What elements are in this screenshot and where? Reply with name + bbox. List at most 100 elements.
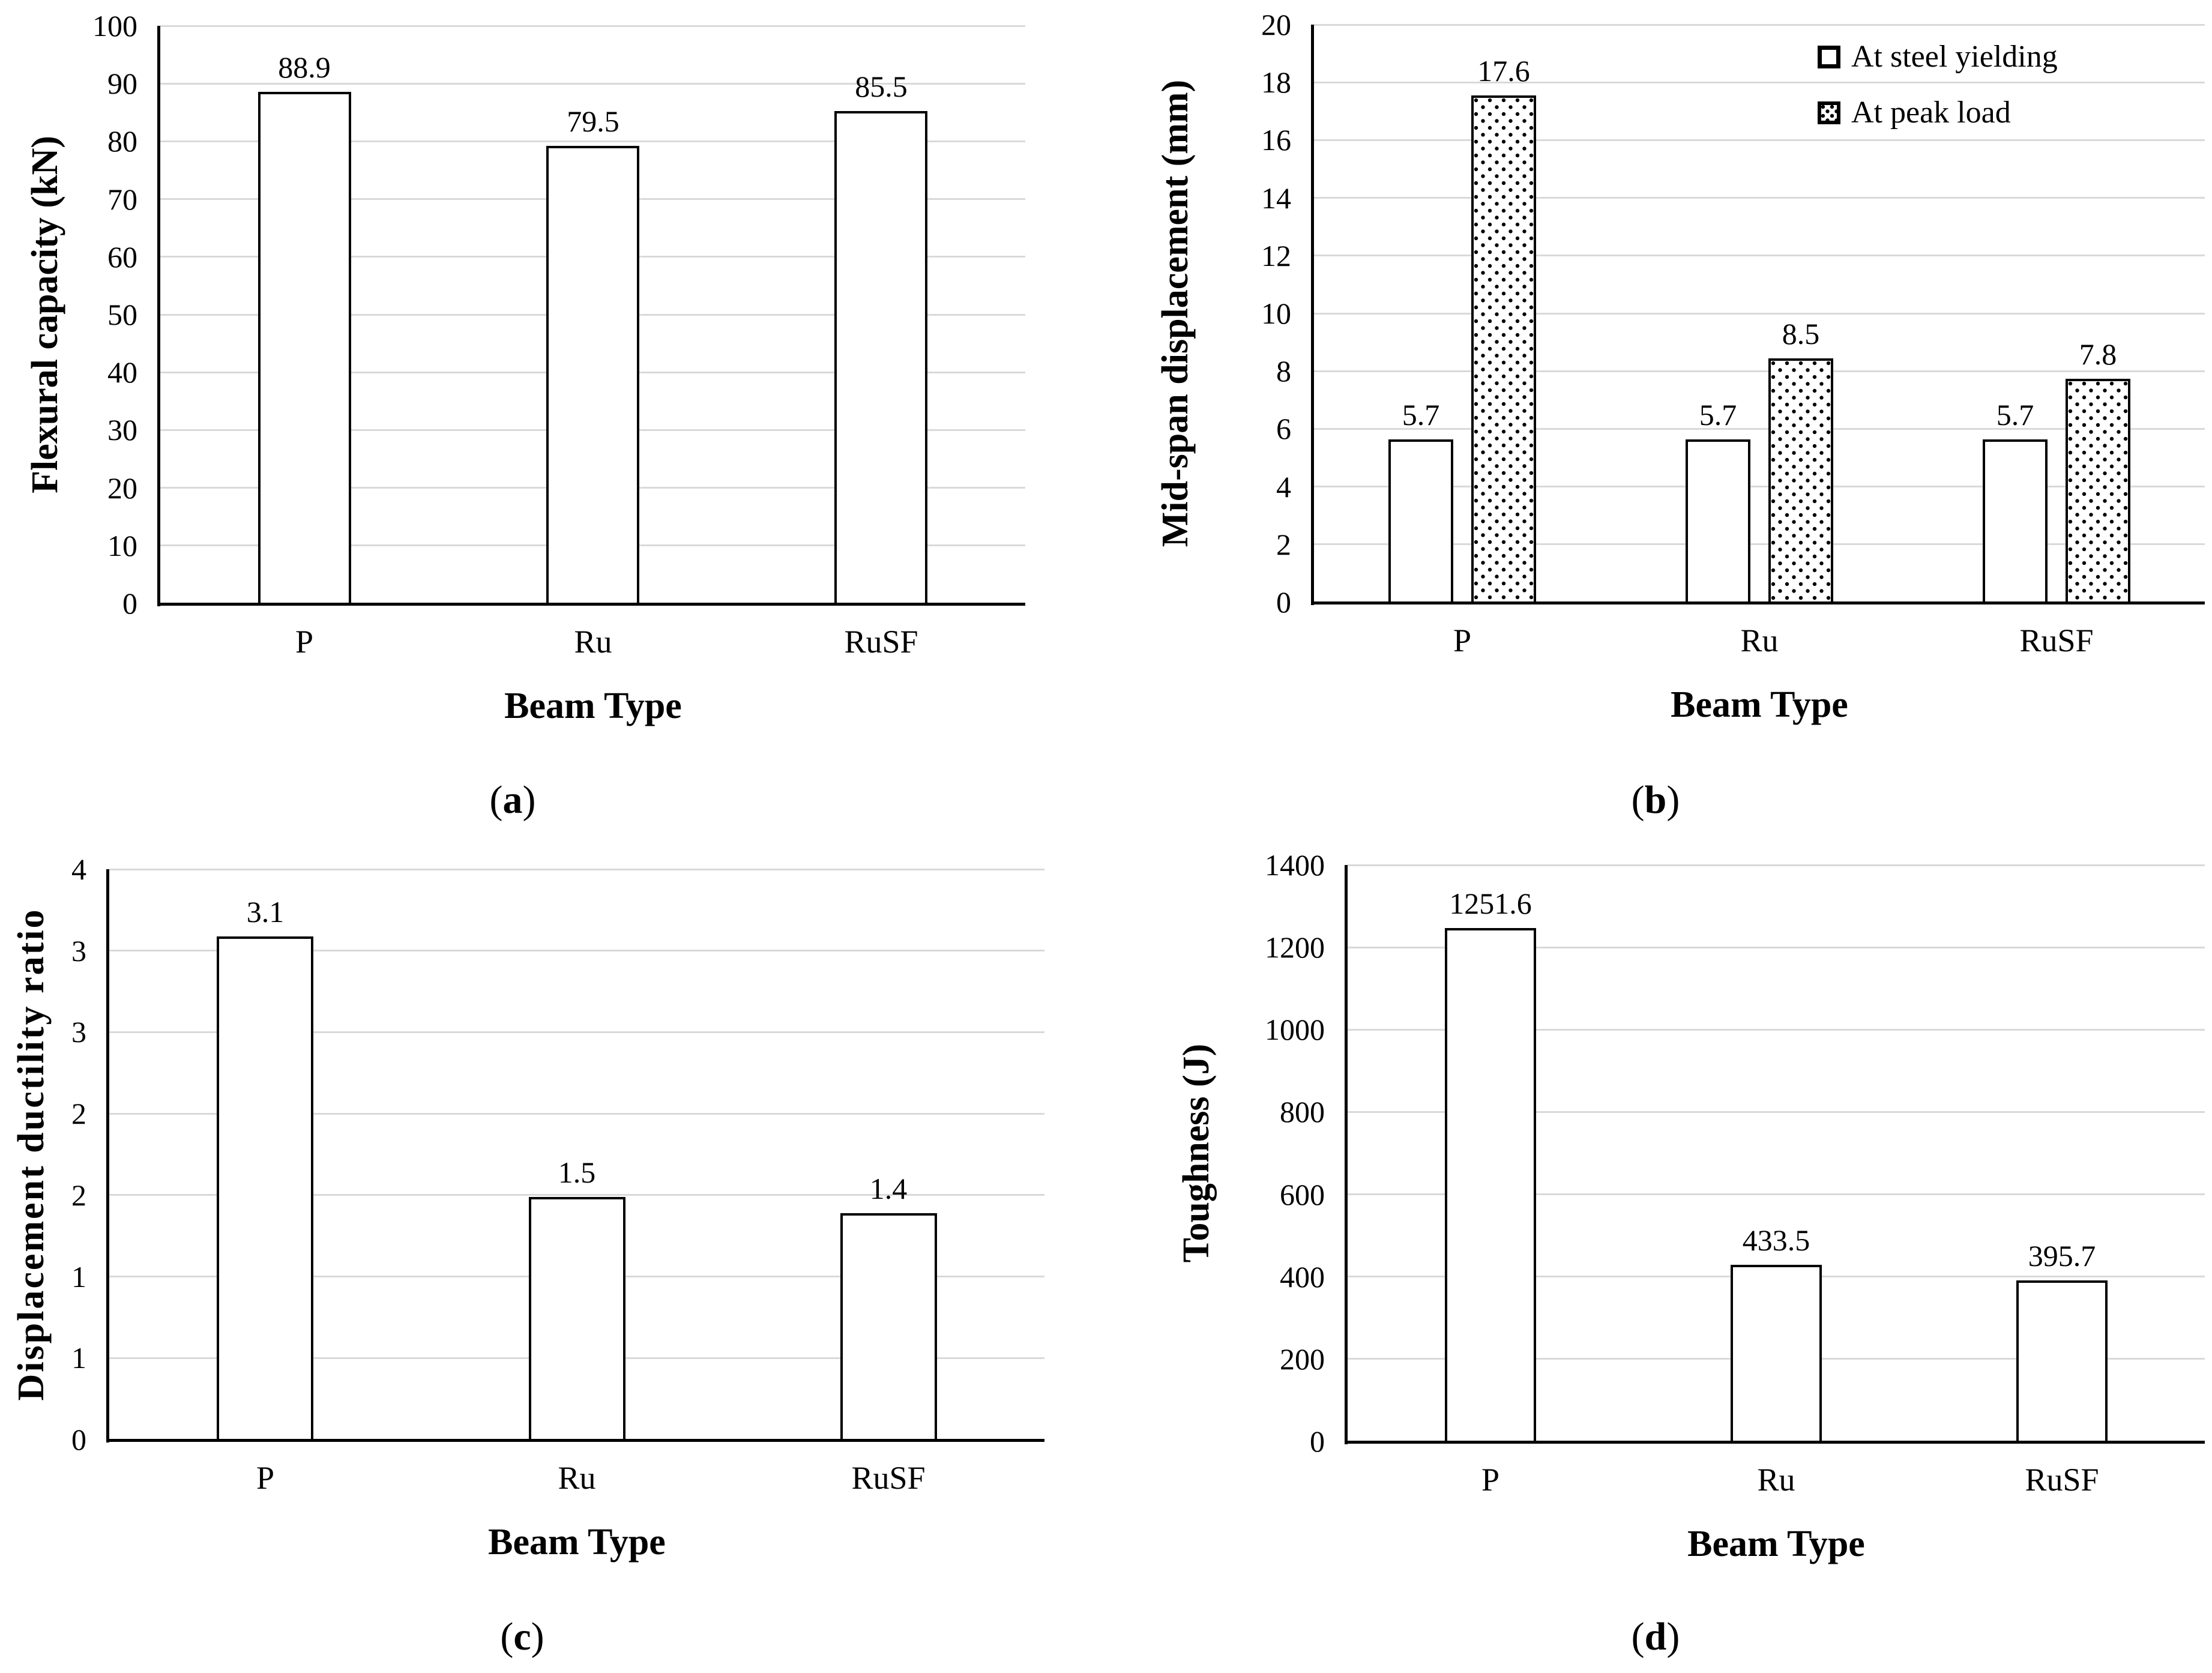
gridline <box>1348 947 2205 948</box>
y-tick-label: 60 <box>107 240 137 274</box>
caption-paren-open: ( <box>500 1615 514 1659</box>
bar-value-label: 7.8 <box>2079 337 2117 371</box>
gridline <box>1314 139 2205 141</box>
caption-paren-open: ( <box>1631 1615 1645 1659</box>
gridline <box>1314 428 2205 430</box>
y-tick-label: 14 <box>1261 181 1291 215</box>
x-axis-line <box>106 1439 1044 1442</box>
y-tick-label: 400 <box>1280 1260 1325 1294</box>
y-tick-label: 3 <box>71 934 86 968</box>
subfigure-d-toughness-chart: 0 200 400 600 800 1000 1200 1400 1251.6 P 433.5 Ru 3… <box>1106 837 2212 1673</box>
gridline <box>1314 543 2205 545</box>
x-tick-label: P <box>295 624 314 660</box>
y-tick-label: 1 <box>71 1341 86 1375</box>
bar-value-label: 1.4 <box>869 1172 908 1205</box>
subfigure-caption: (d) <box>1106 1614 2205 1660</box>
y-tick-label: 80 <box>107 124 137 158</box>
subfigure-a-flexural-capacity-chart: 0 10 20 30 40 50 60 70 80 90 100 88.9 P 79.5 Ru 85.5 RuS… <box>0 0 1106 836</box>
y-axis-title: Displacement ductility ratio <box>11 908 52 1401</box>
gridline <box>109 869 1044 870</box>
bar-value-label: 8.5 <box>1782 317 1820 351</box>
bar-value-label: 3.1 <box>246 895 285 929</box>
gridline <box>1314 313 2205 315</box>
gridline <box>1314 82 2205 83</box>
y-tick-label: 30 <box>107 413 137 447</box>
gridline <box>1314 370 2205 372</box>
y-tick-label: 20 <box>107 471 137 505</box>
bar-p <box>258 92 351 605</box>
y-tick-label: 4 <box>71 852 86 886</box>
bar-value-label: 1251.6 <box>1449 887 1532 920</box>
y-tick-label: 40 <box>107 355 137 389</box>
x-tick-label: RuSF <box>2025 1462 2099 1498</box>
bar-p-plain <box>1388 439 1453 604</box>
y-tick-label: 2 <box>1276 528 1291 561</box>
y-tick-label: 70 <box>107 182 137 216</box>
x-axis-line <box>1345 1441 2205 1444</box>
x-tick-label: Ru <box>574 624 612 660</box>
gridline <box>1314 24 2205 26</box>
x-tick-label: Ru <box>558 1460 596 1496</box>
caption-letter: c <box>513 1615 531 1659</box>
y-axis-line <box>106 869 109 1442</box>
y-tick-label: 16 <box>1261 123 1291 157</box>
y-tick-label: 10 <box>107 529 137 562</box>
subfigure-c-ductility-ratio-chart: 0 1 1 2 2 3 3 4 3.1 P 1.5 Ru 1.4 RuSF Displacement duc… <box>0 837 1106 1673</box>
y-tick-label: 1200 <box>1265 930 1325 964</box>
bar-rusf <box>834 111 927 605</box>
y-tick-label: 0 <box>71 1423 86 1456</box>
legend-swatch-plain-icon <box>1818 46 1840 68</box>
gridline <box>160 83 1025 85</box>
y-tick-label: 0 <box>1276 585 1291 619</box>
legend-swatch-dots-icon <box>1818 101 1840 124</box>
gridline <box>1348 1193 2205 1195</box>
gridline <box>109 1031 1044 1033</box>
x-axis-title: Beam Type <box>488 1522 666 1563</box>
y-tick-label: 1000 <box>1265 1013 1325 1046</box>
bar-value-label: 5.7 <box>1996 398 2034 432</box>
y-tick-label: 4 <box>1276 470 1291 504</box>
x-tick-label: P <box>256 1460 275 1496</box>
bar-rusf-plain <box>1983 439 2048 604</box>
y-tick-label: 800 <box>1280 1095 1325 1129</box>
caption-letter: a <box>502 778 523 822</box>
y-tick-label: 200 <box>1280 1342 1325 1376</box>
bar-value-label: 395.7 <box>2028 1239 2096 1273</box>
x-axis-title: Beam Type <box>1687 1524 1865 1564</box>
gridline <box>1348 1029 2205 1031</box>
subfigure-b-midspan-displacement-chart: 0 2 4 6 8 10 12 14 16 18 20 5.7 17.6 P 5.7 8.5 Ru 5.7 7.8 R… <box>1106 0 2212 836</box>
gridline <box>1314 255 2205 256</box>
bar-value-label: 1.5 <box>558 1156 596 1189</box>
legend-item: At peak load <box>1818 95 2058 131</box>
legend: At steel yielding At peak load <box>1818 39 2058 151</box>
bar-rusf <box>2016 1280 2108 1443</box>
y-tick-label: 600 <box>1280 1178 1325 1211</box>
gridline <box>109 1194 1044 1196</box>
bar-p <box>217 936 313 1441</box>
bar-value-label: 5.7 <box>1699 398 1737 432</box>
gridline <box>1348 1111 2205 1113</box>
caption-paren-close: ) <box>531 1615 544 1659</box>
gridline <box>109 1113 1044 1115</box>
y-tick-label: 3 <box>71 1015 86 1049</box>
x-tick-label: P <box>1453 622 1472 659</box>
gridline <box>109 950 1044 951</box>
y-tick-label: 0 <box>122 586 137 620</box>
y-tick-label: 2 <box>71 1178 86 1212</box>
legend-item: At steel yielding <box>1818 39 2058 75</box>
y-tick-label: 20 <box>1261 8 1291 41</box>
y-tick-label: 1 <box>71 1260 86 1294</box>
bar-value-label: 5.7 <box>1402 398 1440 432</box>
bar-rusf <box>840 1213 937 1441</box>
y-tick-label: 18 <box>1261 65 1291 99</box>
bar-value-label: 433.5 <box>1742 1223 1810 1257</box>
y-axis-title: Toughness (J) <box>1176 1043 1217 1263</box>
caption-letter: b <box>1644 778 1667 822</box>
gridline <box>160 25 1025 27</box>
y-axis-title: Flexural capacity (kN) <box>25 136 65 493</box>
x-tick-label: RuSF <box>2019 622 2094 659</box>
x-tick-label: RuSF <box>844 624 918 660</box>
bar-ru <box>546 146 639 605</box>
x-axis-title: Beam Type <box>504 686 682 726</box>
